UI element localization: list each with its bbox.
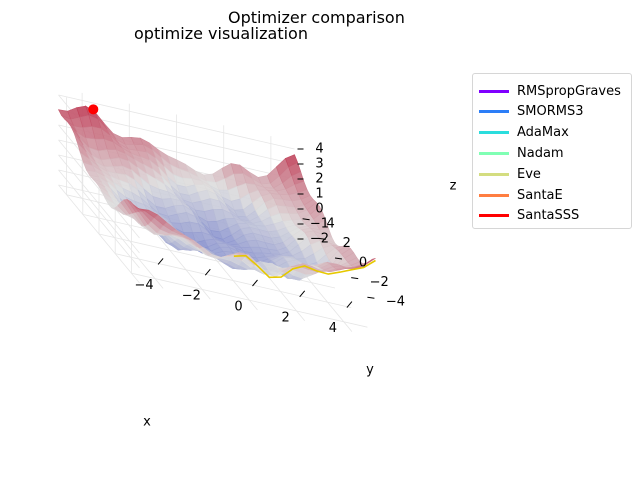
legend-item: AdaMax [479,123,569,143]
z-tick-label: −1 [310,217,329,232]
y-tick [351,277,359,280]
y-tick-label: 0 [359,256,367,271]
legend-line [479,172,509,176]
legend-item: RMSpropGraves [479,81,621,101]
legend-label: SantaSSS [517,208,580,224]
legend-item: SantaE [479,185,563,205]
x-axis-label: x [143,415,151,430]
surface-face [363,258,376,267]
legend-label: Eve [517,166,541,182]
x-tick [204,268,211,276]
optimizer-marker [88,104,99,115]
axes-title: optimize visualization [134,24,308,43]
y-tick-label: 4 [326,216,334,231]
legend-item: SMORMS3 [479,102,583,122]
figure-suptitle: Optimizer comparison [228,8,405,27]
surface [57,105,376,281]
z-tick-label: 2 [315,172,323,187]
x-tick [346,301,353,308]
x-tick [157,258,164,265]
legend-line [479,193,509,197]
marker-layer [88,104,99,115]
legend-line [479,110,509,114]
y-tick [302,218,310,221]
z-tick-label: 3 [315,157,323,172]
y-tick-label: −2 [370,275,389,290]
legend: RMSpropGraves SMORMS3 AdaMax Nadam Eve SantaE… [472,73,632,229]
legend-label: RMSpropGraves [517,83,621,99]
y-tick-label: −4 [386,295,405,310]
legend-label: Nadam [517,145,564,161]
y-axis-label: y [366,363,374,378]
legend-item: SantaSSS [479,206,579,226]
legend-label: AdaMax [517,125,569,141]
legend-label: SantaE [517,187,563,203]
legend-line [479,151,509,155]
legend-line [479,214,509,218]
x-tick [252,279,258,287]
x-tick-label: 2 [282,310,290,325]
y-tick-label: 2 [343,236,351,251]
legend-line [479,131,509,135]
z-tick-label: 1 [315,187,323,202]
z-tick-label: −2 [310,232,329,247]
x-tick-label: 4 [329,321,337,336]
trajectory-line [233,254,376,279]
x-tick-label: 0 [234,300,242,315]
legend-item: Nadam [479,143,564,163]
z-tick-label: 0 [315,202,323,217]
legend-item: Eve [479,164,541,184]
legend-line [479,89,509,93]
grid-line [131,272,368,328]
legend-label: SMORMS3 [517,104,584,120]
z-tick-label: 4 [315,142,323,157]
z-axis-label: z [450,179,457,194]
y-tick [367,296,375,299]
x-tick [299,290,306,298]
y-tick [318,237,326,240]
grid-line [115,253,352,308]
y-tick [334,257,343,260]
x-tick-label: −4 [135,278,154,293]
x-tick-label: −2 [182,289,201,304]
